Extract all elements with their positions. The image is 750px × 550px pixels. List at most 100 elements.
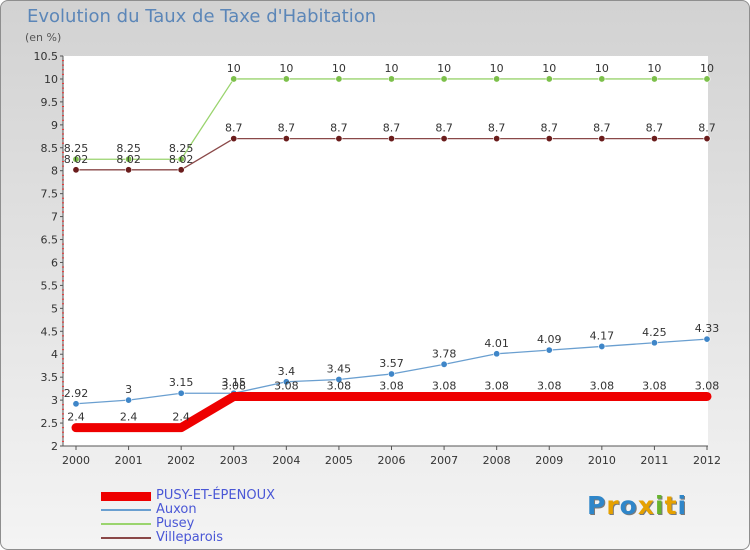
y-tick-label: 10.5	[34, 50, 59, 63]
x-tick-label: 2006	[378, 454, 406, 467]
data-point	[493, 350, 501, 358]
data-point	[440, 75, 448, 83]
x-tick-label: 2003	[220, 454, 248, 467]
data-label: 10	[227, 62, 241, 75]
data-point	[72, 166, 80, 174]
chart-legend: PUSY-ET-ÉPENOUX Auxon Pusey Villeparois	[101, 489, 275, 545]
data-point	[335, 135, 343, 143]
y-tick-label: 6	[51, 256, 58, 269]
data-point	[282, 75, 290, 83]
y-tick-label: 3.5	[41, 371, 59, 384]
data-point	[545, 75, 553, 83]
chart-title: Evolution du Taux de Taxe d'Habitation	[27, 6, 377, 27]
data-point	[440, 135, 448, 143]
data-point	[282, 378, 290, 386]
data-label: 10	[279, 62, 293, 75]
data-point	[703, 335, 711, 343]
y-tick-label: 5	[51, 302, 58, 315]
data-label: 3.08	[695, 379, 720, 392]
data-label: 3.15	[222, 376, 247, 389]
data-point	[387, 75, 395, 83]
logo-letter: x	[637, 491, 655, 520]
data-point	[703, 135, 711, 143]
data-point	[387, 135, 395, 143]
y-tick-label: 10	[44, 73, 58, 86]
data-label: 4.33	[695, 322, 720, 335]
data-label: 10	[542, 62, 556, 75]
y-tick-label: 5.5	[41, 279, 59, 292]
data-point	[598, 135, 606, 143]
data-label: 10	[700, 62, 714, 75]
legend-swatch	[101, 537, 151, 539]
legend-swatch	[101, 491, 151, 501]
data-point	[125, 166, 133, 174]
legend-label: PUSY-ET-ÉPENOUX	[156, 488, 275, 503]
data-label: 3.08	[484, 379, 509, 392]
data-point	[125, 155, 133, 163]
data-label: 8.7	[646, 122, 664, 135]
data-label: 10	[490, 62, 504, 75]
data-point	[493, 135, 501, 143]
data-label: 3.08	[642, 379, 667, 392]
data-label: 8.7	[698, 122, 716, 135]
y-tick-label: 4.5	[41, 325, 59, 338]
data-label: 8.7	[225, 122, 243, 135]
y-tick-label: 8	[51, 165, 58, 178]
data-point	[177, 155, 185, 163]
logo-letter: t	[664, 491, 678, 520]
logo-letter: o	[619, 491, 638, 520]
data-point	[598, 342, 606, 350]
data-label: 10	[385, 62, 399, 75]
x-tick-label: 2012	[693, 454, 721, 467]
data-label: 3.4	[278, 365, 296, 378]
data-label: 8.7	[330, 122, 348, 135]
y-tick-label: 9	[51, 119, 58, 132]
data-label: 3.08	[327, 379, 352, 392]
data-point	[650, 75, 658, 83]
data-label: 3	[125, 383, 132, 396]
x-tick-label: 2000	[62, 454, 90, 467]
x-tick-label: 2009	[535, 454, 563, 467]
data-point	[650, 135, 658, 143]
data-point	[650, 339, 658, 347]
data-label: 8.7	[278, 122, 296, 135]
data-label: 2.4	[172, 411, 190, 424]
data-label: 10	[437, 62, 451, 75]
legend-item: Auxon	[101, 503, 275, 517]
logo-letter: i	[677, 491, 688, 520]
data-point	[440, 360, 448, 368]
data-label: 4.25	[642, 326, 667, 339]
data-point	[230, 75, 238, 83]
data-label: 8.02	[169, 153, 194, 166]
data-label: 8.7	[593, 122, 611, 135]
data-label: 3.08	[590, 379, 615, 392]
data-label: 8.02	[64, 153, 89, 166]
data-point	[230, 135, 238, 143]
data-label: 10	[332, 62, 346, 75]
data-label: 10	[595, 62, 609, 75]
x-tick-label: 2007	[430, 454, 458, 467]
data-label: 8.02	[116, 153, 141, 166]
legend-swatch	[101, 523, 151, 525]
data-label: 3.08	[274, 379, 299, 392]
data-point	[493, 75, 501, 83]
y-tick-label: 3	[51, 394, 58, 407]
logo-letter: r	[606, 491, 620, 520]
data-point	[282, 135, 290, 143]
data-label: 10	[647, 62, 661, 75]
data-label: 3.08	[222, 379, 247, 392]
data-label: 4.01	[484, 337, 509, 350]
data-point	[177, 389, 185, 397]
x-tick-label: 2008	[483, 454, 511, 467]
data-label: 8.7	[435, 122, 453, 135]
y-tick-label: 9.5	[41, 96, 59, 109]
data-label: 8.7	[541, 122, 559, 135]
data-label: 3.78	[432, 347, 457, 360]
series-line-0	[71, 391, 712, 433]
data-label: 8.25	[64, 142, 89, 155]
x-tick-label: 2011	[640, 454, 668, 467]
data-label: 8.7	[488, 122, 506, 135]
data-label: 3.08	[432, 379, 457, 392]
data-label: 3.45	[327, 362, 352, 375]
